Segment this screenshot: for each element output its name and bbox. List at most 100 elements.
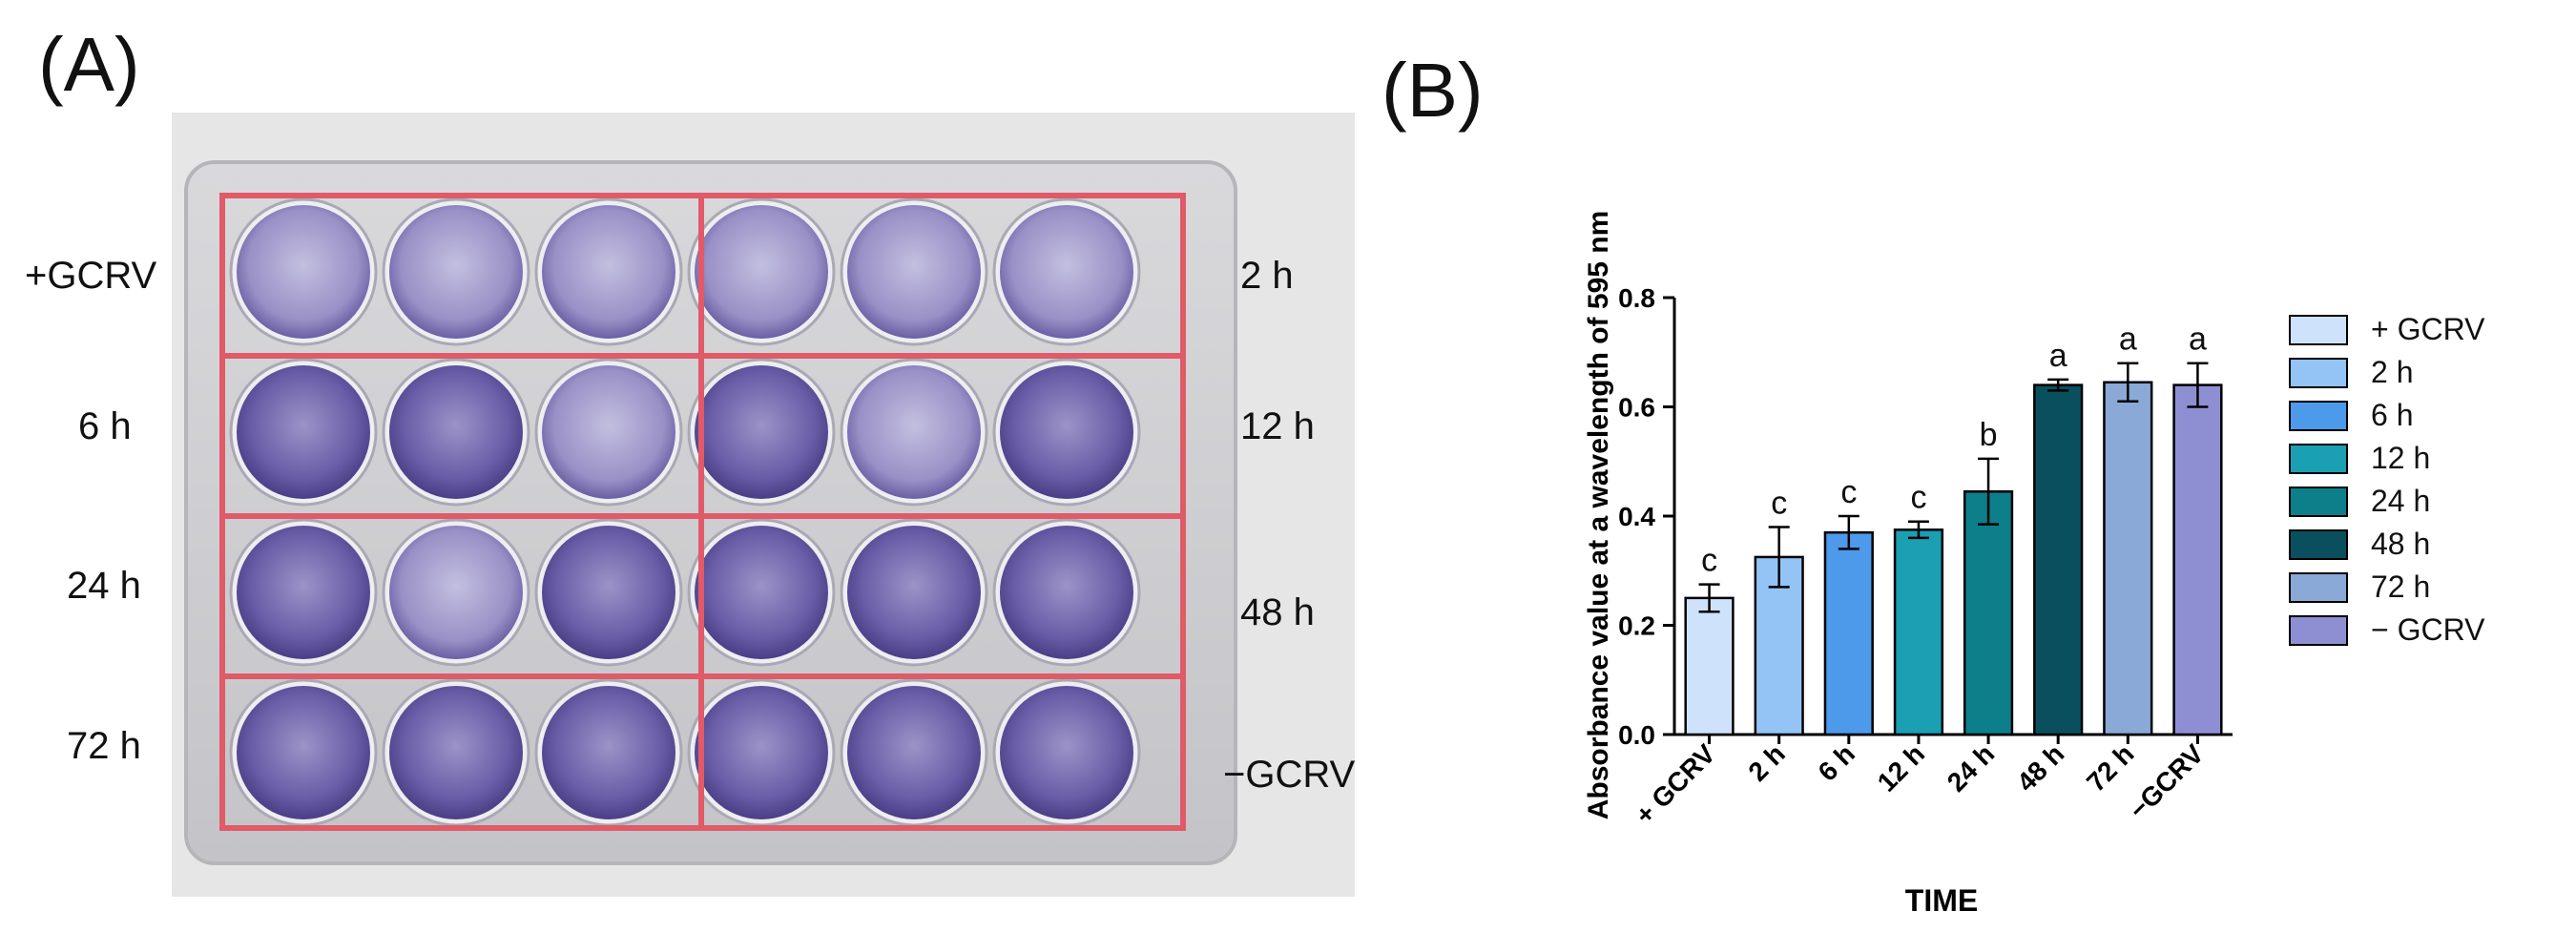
- plate-well: [382, 197, 530, 346]
- plate-well: [687, 518, 836, 667]
- x-tick-label: 2 h: [1742, 738, 1791, 787]
- plate-well: [992, 518, 1141, 667]
- bar: [2103, 381, 2153, 736]
- legend-label: 6 h: [2371, 398, 2413, 432]
- legend-swatch: [2289, 358, 2348, 388]
- x-tick-label: 12 h: [1872, 738, 1931, 797]
- bar-series: [1684, 381, 2223, 736]
- plate-well: [687, 197, 836, 346]
- row-label-left-4: 72 h: [67, 725, 141, 767]
- row-label-left-3: 24 h: [67, 565, 141, 607]
- error-bar: [1698, 583, 1720, 613]
- bar: [2172, 383, 2223, 736]
- plate-well: [840, 197, 988, 346]
- legend-label: − GCRV: [2371, 612, 2485, 647]
- error-bars: [1698, 362, 2209, 613]
- legend-swatch: [2289, 487, 2348, 517]
- y-tick-label: 0.8: [1618, 283, 1655, 313]
- legend-label: 72 h: [2371, 570, 2430, 604]
- row-label-right-2: 12 h: [1240, 405, 1315, 447]
- legend-item: 12 h: [2289, 441, 2430, 475]
- significance-label: c: [1840, 474, 1857, 510]
- plate-well: [229, 358, 378, 507]
- significance-labels: c c c c b a a a: [1701, 321, 2207, 579]
- significance-label: b: [1980, 417, 1998, 453]
- plate-well: [534, 358, 683, 507]
- legend-label: 12 h: [2371, 441, 2430, 475]
- plate-well: [534, 678, 683, 827]
- plate-well: [840, 358, 988, 507]
- x-tick-label: 48 h: [2011, 738, 2070, 797]
- plate-well: [992, 678, 1141, 827]
- legend-swatch: [2289, 572, 2348, 603]
- legend-item: 48 h: [2289, 527, 2430, 561]
- y-axis-title: Absorbance value at a wavelength of 595 …: [1583, 211, 1614, 820]
- legend-item: 24 h: [2289, 484, 2430, 518]
- y-tick-label: 0.2: [1618, 611, 1655, 641]
- error-bar: [1907, 520, 1929, 540]
- error-bar: [1768, 526, 1790, 589]
- error-bar: [1978, 457, 2000, 526]
- legend-swatch: [2289, 401, 2348, 431]
- plate-well: [382, 358, 530, 507]
- row-label-left-2: 6 h: [78, 405, 132, 447]
- legend-swatch: [2289, 315, 2348, 345]
- y-tick-label: 0.0: [1618, 720, 1655, 750]
- legend-label: + GCRV: [2371, 312, 2485, 346]
- y-tick-label: 0.6: [1618, 393, 1655, 423]
- plate-well: [534, 197, 683, 346]
- legend-swatch: [2289, 615, 2348, 646]
- legend-swatch: [2289, 444, 2348, 474]
- x-tick-label: + GCRV: [1630, 738, 1721, 830]
- bar-chart: 0.0 0.2 0.4 0.6 0.8 + GCRV 2 h 6 h 12 h 24 h 48 h…: [1583, 211, 2233, 918]
- x-axis: + GCRV 2 h 6 h 12 h 24 h 48 h 72 h−GCRV: [1630, 733, 2233, 830]
- plate-well: [840, 518, 988, 667]
- significance-label: a: [2119, 321, 2137, 358]
- plate-well: [382, 518, 530, 667]
- plate-well: [229, 197, 378, 346]
- legend-item: 72 h: [2289, 570, 2430, 604]
- plate-well: [687, 358, 836, 507]
- y-tick-label: 0.4: [1618, 502, 1655, 531]
- legend-swatch: [2289, 529, 2348, 560]
- row-label-left-1: +GCRV: [25, 255, 157, 297]
- significance-label: c: [1701, 543, 1717, 579]
- culture-plate-photo: [172, 113, 1355, 897]
- plate-row-labels-left: +GCRV 6 h 24 h 72 h: [25, 255, 157, 767]
- bar: [1893, 528, 1944, 736]
- error-bar: [2117, 362, 2139, 404]
- x-tick-label: 6 h: [1813, 738, 1861, 787]
- row-label-right-3: 48 h: [1240, 591, 1315, 633]
- plate-well: [382, 678, 530, 827]
- legend-label: 48 h: [2371, 527, 2430, 561]
- bar: [2033, 383, 2084, 736]
- row-group-boxes: [219, 193, 1186, 831]
- error-bar: [2047, 378, 2069, 392]
- legend-item: + GCRV: [2289, 312, 2485, 346]
- x-tick-label: −GCRV: [2123, 738, 2210, 825]
- legend-label: 2 h: [2371, 355, 2413, 389]
- significance-label: c: [1771, 485, 1787, 521]
- plate-well: [687, 678, 836, 827]
- bar: [1823, 530, 1874, 736]
- legend-item: 2 h: [2289, 355, 2413, 389]
- plate-well: [840, 678, 988, 827]
- error-bar: [2187, 362, 2209, 408]
- plate-well: [992, 358, 1141, 507]
- significance-label: c: [1910, 480, 1926, 516]
- row-label-right-4: −GCRV: [1223, 754, 1356, 796]
- plate-well: [229, 518, 378, 667]
- y-axis: 0.0 0.2 0.4 0.6 0.8: [1618, 283, 1676, 750]
- legend-item: − GCRV: [2289, 612, 2485, 647]
- panel-b-label: (B): [1381, 48, 1484, 133]
- chart-legend: + GCRV 2 h 6 h 12 h 24 h 48 h 72 h − GCRV: [2289, 312, 2485, 647]
- legend-label: 24 h: [2371, 484, 2430, 518]
- bar: [1684, 596, 1735, 736]
- plate-well: [992, 197, 1141, 346]
- plate-row-labels-right: 2 h 12 h 48 h −GCRV: [1223, 255, 1356, 796]
- legend-item: 6 h: [2289, 398, 2413, 432]
- x-tick-label: 24 h: [1942, 738, 2001, 797]
- plate-well: [229, 678, 378, 827]
- bar: [1963, 489, 2014, 736]
